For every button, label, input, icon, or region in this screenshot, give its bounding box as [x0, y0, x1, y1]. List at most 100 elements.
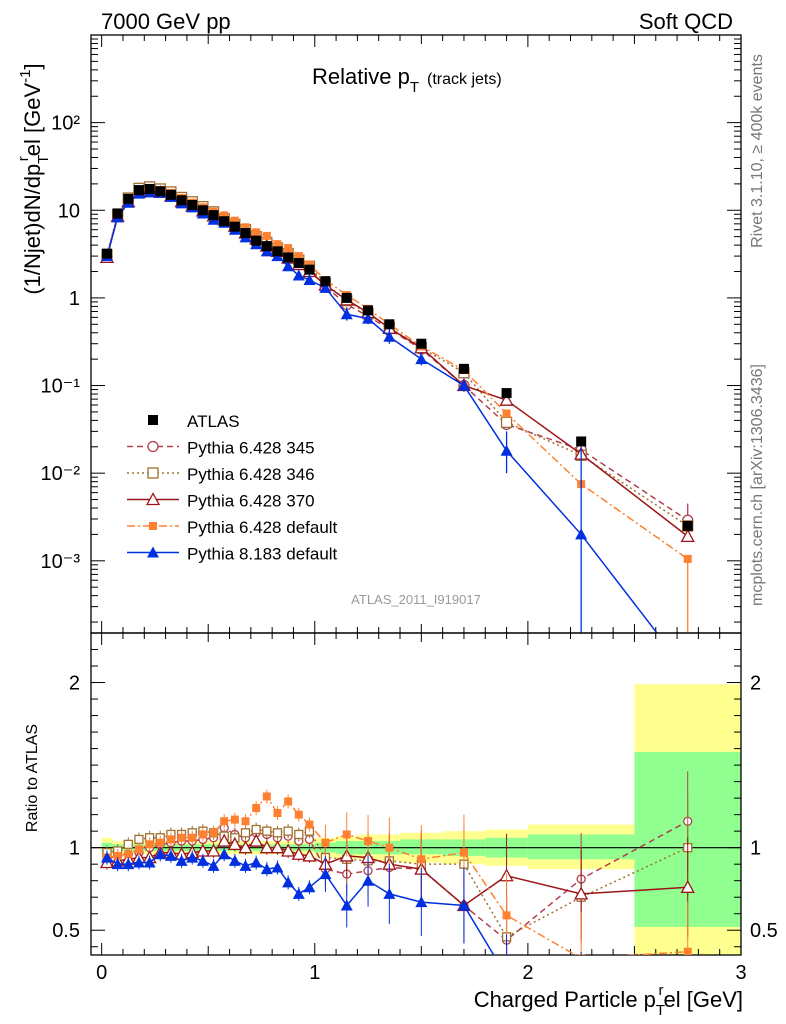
p8def-point: [164, 849, 177, 861]
legend: ATLAS Pythia 6.428 345 Pythia 6.428 346 Pyt…: [127, 412, 338, 564]
p6def-point: [166, 835, 175, 844]
p6def-point: [502, 911, 511, 920]
p8def-point: [147, 546, 159, 558]
p370-point: [680, 529, 695, 543]
ratio-frame: [90, 632, 742, 956]
p6def-point: [305, 820, 314, 829]
p8def-point: [132, 856, 145, 868]
x-tick-label: 0: [96, 962, 107, 984]
ratio-y-tick-label: 1: [69, 838, 80, 860]
main-panel: 10⁻³ 10⁻² 10⁻¹ 1 10 10²: [41, 34, 742, 634]
p346-point: [240, 828, 251, 838]
p370-point: [145, 492, 161, 506]
p8def-point: [218, 848, 231, 860]
atlas-point: [219, 216, 230, 227]
legend-label: Pythia 6.428 346: [187, 465, 315, 484]
legend-label: Pythia 8.183 default: [187, 545, 338, 564]
p8def-point: [154, 848, 167, 860]
atlas-point: [144, 183, 155, 194]
p6def-point: [262, 792, 271, 801]
atlas-point: [341, 292, 352, 303]
atlas-point: [187, 199, 198, 210]
p8def-point: [111, 858, 124, 870]
ratio-ylabel: Ratio to ATLAS: [24, 724, 41, 832]
p6def-point: [134, 845, 143, 854]
atlas-point: [208, 210, 219, 221]
p346-point: [123, 839, 133, 850]
ratio-series-group: [99, 771, 695, 955]
p370-point: [574, 886, 589, 900]
p370-point: [499, 392, 514, 406]
p6def-point: [262, 231, 271, 240]
atlas-point: [155, 186, 166, 197]
rivet-label: Rivet 3.1.10, ≥ 400k events: [749, 54, 766, 248]
atlas-point: [458, 363, 469, 374]
p6def-point: [364, 837, 373, 846]
main-ylabel: (1/Njet)dN/dpTrel [GeV-1]: [15, 63, 52, 294]
p6def-point: [209, 828, 218, 837]
p8def-point: [457, 899, 470, 911]
p6def-point: [198, 830, 207, 839]
atlas-point: [176, 195, 187, 206]
p370-point: [302, 848, 317, 862]
legend-label: Pythia 6.428 default: [187, 518, 338, 537]
atlas-point: [501, 388, 512, 399]
p8def-point: [260, 863, 273, 875]
atlas-point: [384, 319, 395, 330]
y-tick-label: 10⁻²: [41, 463, 81, 485]
p8def-point: [415, 353, 428, 365]
x-tick-label: 2: [522, 962, 533, 984]
p6def-point: [241, 817, 250, 826]
p8def-point: [239, 859, 252, 871]
p8def-point: [383, 330, 396, 342]
atlas-point: [133, 185, 144, 196]
x-tick-label: 1: [309, 962, 320, 984]
y-tick-label: 1: [69, 288, 80, 310]
p6def-point: [417, 855, 426, 864]
p6def-point: [305, 260, 314, 269]
atlas-point: [251, 235, 262, 246]
atlas-point: [123, 193, 134, 204]
p8def-point: [228, 854, 241, 866]
p8def-point: [282, 260, 295, 272]
p346-point: [283, 826, 293, 836]
p8def-point: [175, 854, 188, 866]
p8def-point: [303, 881, 316, 893]
x-tick-label: 3: [735, 962, 746, 984]
legend-label: ATLAS: [187, 412, 240, 431]
p370-point: [680, 879, 695, 893]
p6def-point: [124, 850, 133, 859]
p6def-point: [683, 947, 692, 955]
p346-point: [272, 828, 283, 838]
atlas-point: [148, 415, 158, 425]
p6def-point: [273, 808, 282, 817]
atlas-point: [240, 228, 251, 239]
y-tick-label: 10⁻¹: [41, 376, 81, 398]
p8def-point: [122, 858, 135, 870]
p8def-point: [292, 269, 305, 281]
y-tick-label: 10: [58, 200, 80, 222]
p370-point: [238, 840, 253, 854]
x-axis-label: Charged Particle pTrel [GeV]: [474, 982, 743, 1019]
p8def-point: [319, 868, 332, 880]
p8def-point: [415, 896, 428, 908]
p6def-point: [220, 211, 229, 220]
ratio-y-tick-label: 2: [69, 673, 80, 695]
p6def-point: [502, 409, 511, 418]
main-frame: [90, 34, 742, 634]
p370-line: [106, 190, 689, 537]
p8def-point: [100, 851, 113, 863]
p8def-point: [500, 444, 513, 456]
p345-point: [147, 440, 159, 453]
p6def-point: [294, 252, 303, 261]
p346-point: [147, 467, 159, 479]
p370-point: [206, 843, 221, 857]
p6def-ratio-line: [106, 795, 688, 955]
p370-point: [249, 833, 264, 847]
p8def-point: [196, 854, 209, 866]
legend-label: Pythia 6.428 370: [187, 492, 315, 511]
main-title: Relative pT (track jets): [312, 64, 502, 96]
p6def-point: [284, 797, 293, 806]
atlas-point: [229, 221, 240, 232]
